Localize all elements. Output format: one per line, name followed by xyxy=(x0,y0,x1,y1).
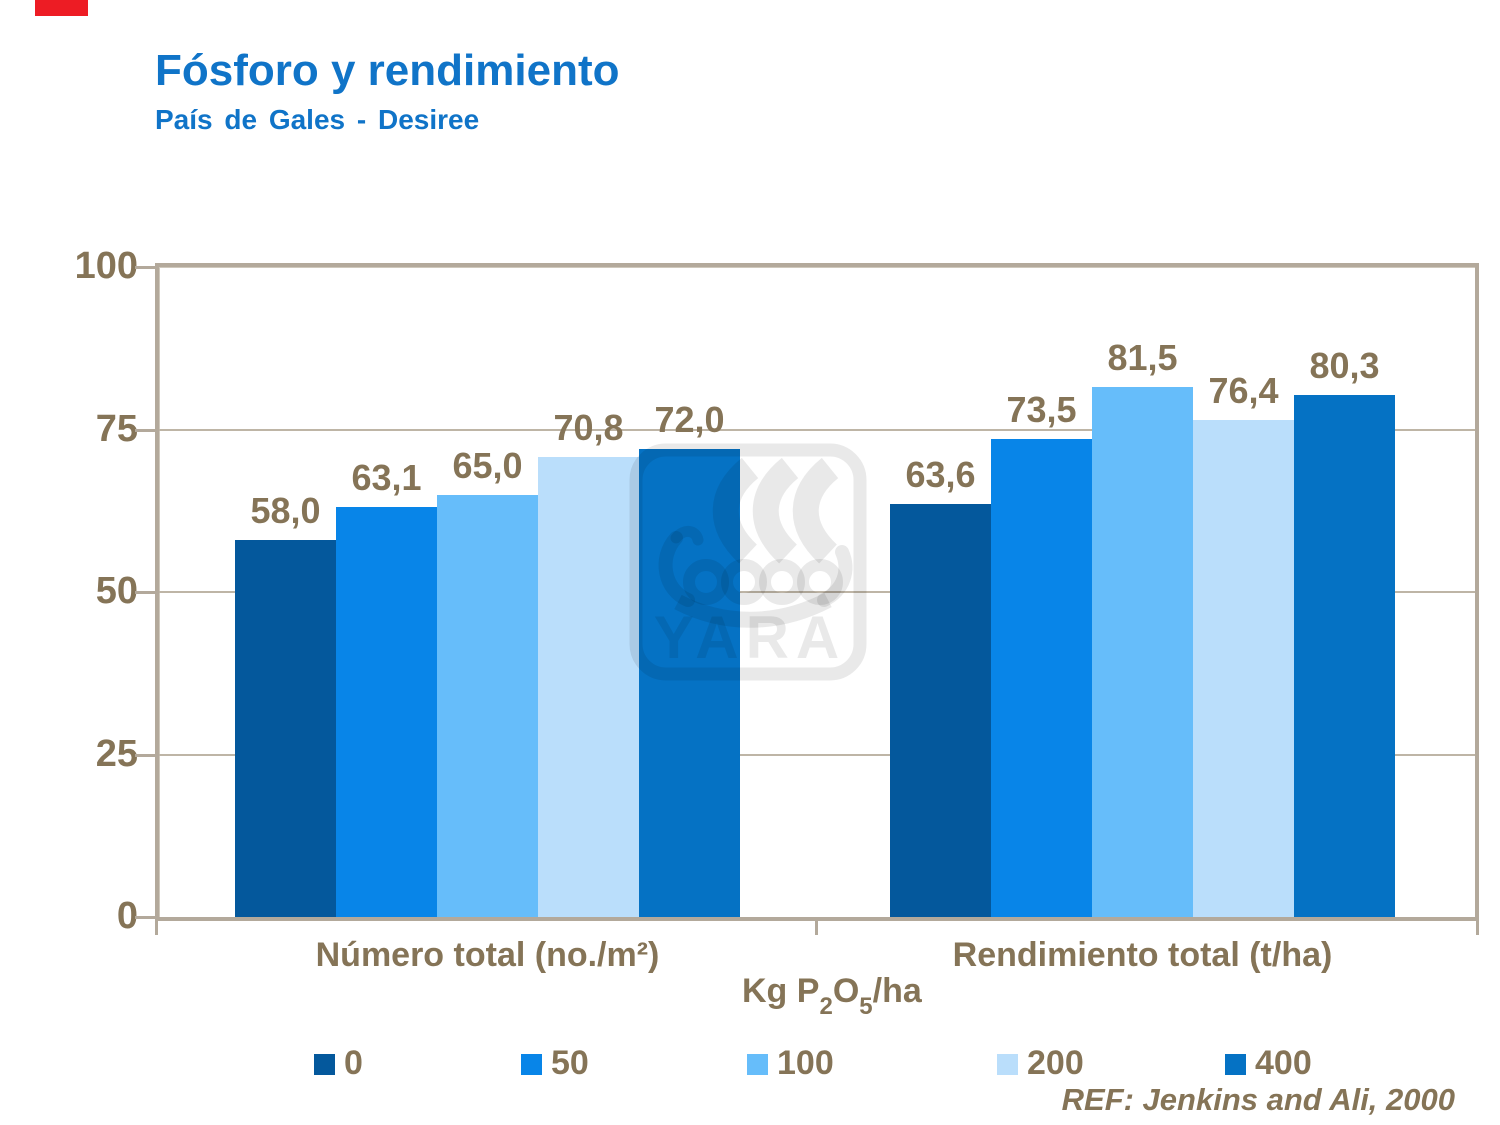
legend-marker-icon xyxy=(747,1054,768,1075)
legend-label: 400 xyxy=(1255,1044,1312,1082)
y-axis-label-50: 50 xyxy=(95,570,138,612)
bar-value-label: 73,5 xyxy=(1006,389,1077,431)
y-axis-tick-100 xyxy=(135,266,157,269)
viking-shield-icon xyxy=(759,559,805,605)
y-axis-tick-25 xyxy=(135,753,157,757)
x-axis-unit-label: Kg P2O5/ha xyxy=(742,972,922,1018)
y-axis-label-75: 75 xyxy=(95,407,138,450)
category-label-1: Rendimiento total (t/ha) xyxy=(952,936,1333,974)
yara-watermark-logo: YARA xyxy=(628,442,868,682)
y-axis-tick-75 xyxy=(135,428,157,432)
unit-label-sub: 2 xyxy=(819,992,833,1020)
bar-value-label: 58,0 xyxy=(250,490,321,531)
bar-50-rendimiento: 73,5 xyxy=(991,389,1092,917)
brand-corner-marker xyxy=(35,0,88,16)
watermark-text: YARA xyxy=(654,604,847,671)
legend-item-400: 400 xyxy=(1225,1046,1312,1080)
unit-label-part: Kg P xyxy=(742,972,820,1010)
reference-text: REF: Jenkins and Ali, 2000 xyxy=(1061,1082,1455,1117)
legend-label: 50 xyxy=(551,1044,589,1082)
legend-marker-icon xyxy=(314,1054,335,1075)
watermark-frame xyxy=(629,443,867,681)
viking-sail-icon xyxy=(792,457,839,564)
viking-shield-icon xyxy=(683,559,729,605)
legend-label: 0 xyxy=(344,1044,363,1082)
viking-sail-icon xyxy=(712,457,759,564)
category-label-0: Número total (no./m²) xyxy=(315,936,660,974)
gridline-50 xyxy=(159,591,1475,593)
viking-stern-icon xyxy=(817,545,853,607)
viking-shield-icon xyxy=(721,559,767,605)
bar-50-numero: 63,1 xyxy=(336,457,437,917)
bar-value-label: 80,3 xyxy=(1309,345,1380,387)
viking-hull-icon xyxy=(674,592,832,628)
unit-label-sub: 5 xyxy=(859,992,873,1020)
viking-prow-icon xyxy=(670,526,704,546)
legend-item-100: 100 xyxy=(747,1046,834,1080)
unit-label-part: O xyxy=(832,972,860,1010)
bar-200-numero: 70,8 xyxy=(538,407,639,917)
bar-0-numero: 58,0 xyxy=(235,490,336,917)
bar-group-rendimiento-total: 63,6 73,5 81,5 76,4 80,3 xyxy=(890,337,1395,917)
bar-100-numero: 65,0 xyxy=(437,445,538,917)
x-axis-tick-1 xyxy=(815,921,818,935)
y-axis-tick-0 xyxy=(135,916,157,919)
bar-value-label: 63,6 xyxy=(905,453,976,495)
viking-sail-icon xyxy=(752,457,799,564)
bar-value-label: 81,5 xyxy=(1107,337,1178,379)
y-axis-label-100: 100 xyxy=(74,245,138,287)
legend-item-200: 200 xyxy=(997,1046,1084,1080)
bar-100-rendimiento: 81,5 xyxy=(1092,337,1193,917)
bar-value-label: 70,8 xyxy=(553,406,624,448)
plot-area: 58,0 63,1 65,0 70,8 72,0 63,6 73,5 81,5 76,4 80,… xyxy=(155,263,1479,921)
bar-0-rendimiento: 63,6 xyxy=(890,454,991,917)
unit-label-part: /ha xyxy=(872,972,922,1010)
bar-400-rendimiento: 80,3 xyxy=(1294,345,1395,917)
legend-item-50: 50 xyxy=(521,1046,589,1080)
page-title: Fósforo y rendimiento xyxy=(155,46,620,95)
bar-group-numero-total: 58,0 63,1 65,0 70,8 72,0 xyxy=(235,399,740,917)
bar-value-label: 72,0 xyxy=(654,399,725,440)
legend-label: 200 xyxy=(1027,1044,1084,1082)
viking-shield-icon xyxy=(797,559,843,605)
y-axis-label-25: 25 xyxy=(95,732,138,775)
bar-200-rendimiento: 76,4 xyxy=(1193,370,1294,917)
bar-value-label: 65,0 xyxy=(452,444,523,486)
gridline-75 xyxy=(159,428,1475,431)
legend-marker-icon xyxy=(997,1054,1018,1075)
legend-marker-icon xyxy=(521,1054,542,1075)
page-subtitle: País de Gales - Desiree xyxy=(155,104,480,135)
bar-400-numero: 72,0 xyxy=(639,399,740,917)
x-axis-tick-2 xyxy=(1476,921,1479,935)
bar-value-label: 63,1 xyxy=(351,456,422,498)
bar-value-label: 76,4 xyxy=(1208,370,1279,412)
gridline-25 xyxy=(159,753,1475,756)
legend-item-0: 0 xyxy=(314,1046,363,1080)
x-axis-tick-0 xyxy=(155,921,158,935)
legend-marker-icon xyxy=(1225,1054,1246,1075)
y-axis-label-0: 0 xyxy=(116,895,138,937)
legend-label: 100 xyxy=(777,1044,834,1082)
viking-prow-icon xyxy=(658,531,695,607)
y-axis-tick-50 xyxy=(135,591,157,594)
